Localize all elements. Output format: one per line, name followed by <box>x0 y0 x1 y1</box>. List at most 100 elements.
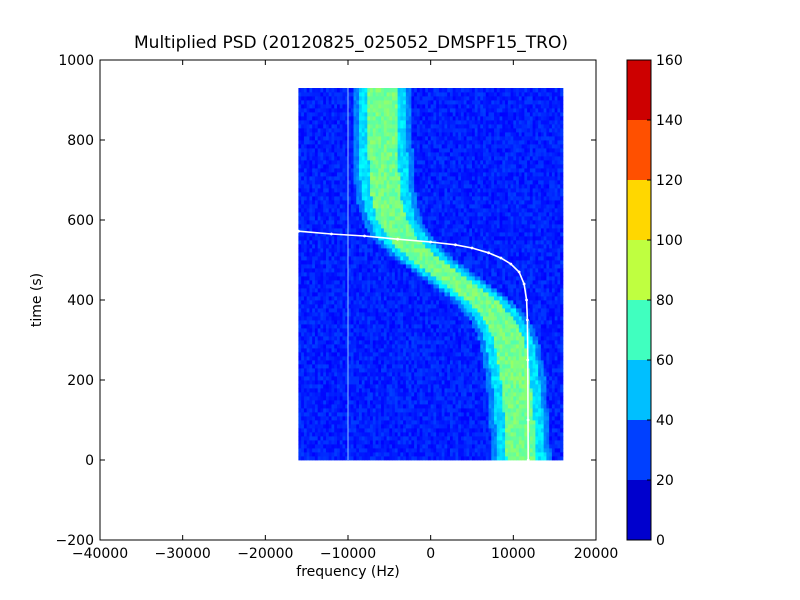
heatmap-cell <box>491 276 495 281</box>
heatmap-cell <box>463 268 467 273</box>
heatmap-cell <box>535 388 539 393</box>
heatmap-cell <box>342 388 346 393</box>
heatmap-cell <box>543 252 547 257</box>
heatmap-cell <box>306 424 310 429</box>
heatmap-cell <box>549 408 553 413</box>
heatmap-cell <box>425 440 429 445</box>
heatmap-cell <box>516 292 520 297</box>
heatmap-cell <box>543 424 547 429</box>
heatmap-cell <box>496 368 500 373</box>
heatmap-cell <box>527 264 531 269</box>
heatmap-cell <box>510 448 514 453</box>
heatmap-cell <box>538 396 542 401</box>
heatmap-cell <box>312 412 316 417</box>
heatmap-cell <box>438 272 443 277</box>
heatmap-cell <box>458 436 462 441</box>
heatmap-cell <box>414 432 418 437</box>
heatmap-cell <box>367 336 371 341</box>
heatmap-cell <box>323 436 327 441</box>
heatmap-cell <box>314 324 319 329</box>
heatmap-cell <box>372 288 376 293</box>
heatmap-cell <box>323 332 327 337</box>
heatmap-cell <box>466 364 470 369</box>
heatmap-cell <box>348 332 352 337</box>
heatmap-cell <box>502 340 506 345</box>
heatmap-cell <box>350 304 354 309</box>
heatmap-cell <box>325 312 330 317</box>
heatmap-cell <box>433 356 437 361</box>
heatmap-cell <box>551 324 556 329</box>
heatmap-cell <box>364 384 368 389</box>
heatmap-cell <box>557 336 561 341</box>
heatmap-cell <box>416 400 421 405</box>
heatmap-cell <box>543 428 547 433</box>
heatmap-cell <box>411 412 415 417</box>
heatmap-cell <box>494 400 498 405</box>
heatmap-cell <box>433 344 437 349</box>
heatmap-cell <box>554 400 558 405</box>
heatmap-cell <box>538 272 542 277</box>
heatmap-cell <box>317 356 321 361</box>
heatmap-cell <box>416 424 421 429</box>
heatmap-cell <box>518 452 522 457</box>
heatmap-cell <box>521 292 525 297</box>
heatmap-cell <box>425 368 429 373</box>
heatmap-cell <box>325 360 330 365</box>
heatmap-cell <box>378 348 382 353</box>
heatmap-cell <box>411 304 415 309</box>
heatmap-cell <box>505 344 509 349</box>
heatmap-cell <box>474 260 478 265</box>
heatmap-cell <box>474 284 478 289</box>
heatmap-cell <box>477 420 481 425</box>
heatmap-cell <box>436 436 440 441</box>
heatmap-cell <box>513 408 517 413</box>
heatmap-cell <box>466 420 470 425</box>
heatmap-cell <box>463 284 467 289</box>
heatmap-cell <box>400 352 404 357</box>
heatmap-cell <box>505 368 509 373</box>
psd-heatmap <box>298 88 564 461</box>
heatmap-cell <box>477 320 481 325</box>
heatmap-cell <box>447 452 451 457</box>
heatmap-cell <box>408 424 412 429</box>
heatmap-cell <box>540 368 545 373</box>
heatmap-cell <box>436 252 440 257</box>
heatmap-cell <box>433 264 437 269</box>
heatmap-cell <box>320 264 324 269</box>
heatmap-cell <box>298 384 302 389</box>
heatmap-cell <box>491 452 495 457</box>
heatmap-cell <box>460 404 465 409</box>
heatmap-cell <box>494 352 498 357</box>
heatmap-cell <box>345 320 349 325</box>
heatmap-cell <box>350 308 354 313</box>
heatmap-cell <box>532 264 536 269</box>
heatmap-cell <box>345 336 349 341</box>
heatmap-cell <box>364 304 368 309</box>
heatmap-cell <box>378 368 382 373</box>
heatmap-cell <box>301 380 305 385</box>
heatmap-cell <box>336 452 341 457</box>
heatmap-cell <box>427 340 432 345</box>
heatmap-cell <box>554 304 558 309</box>
heatmap-cell <box>298 368 302 373</box>
heatmap-cell <box>361 368 365 373</box>
heatmap-cell <box>469 260 473 265</box>
heatmap-cell <box>524 388 528 393</box>
heatmap-cell <box>480 348 484 353</box>
heatmap-cell <box>438 336 443 341</box>
heatmap-cell <box>359 380 363 385</box>
heatmap-cell <box>494 256 498 261</box>
heatmap-cell <box>323 372 327 377</box>
heatmap-cell <box>505 312 509 317</box>
heatmap-cell <box>460 340 465 345</box>
heatmap-cell <box>444 396 448 401</box>
heatmap-cell <box>546 300 550 305</box>
heatmap-cell <box>301 292 305 297</box>
heatmap-cell <box>430 408 434 413</box>
heatmap-cell <box>339 304 343 309</box>
heatmap-cell <box>334 404 338 409</box>
heatmap-cell <box>532 408 536 413</box>
heatmap-cell <box>414 440 418 445</box>
heatmap-cell <box>551 344 556 349</box>
heatmap-cell <box>430 376 434 381</box>
